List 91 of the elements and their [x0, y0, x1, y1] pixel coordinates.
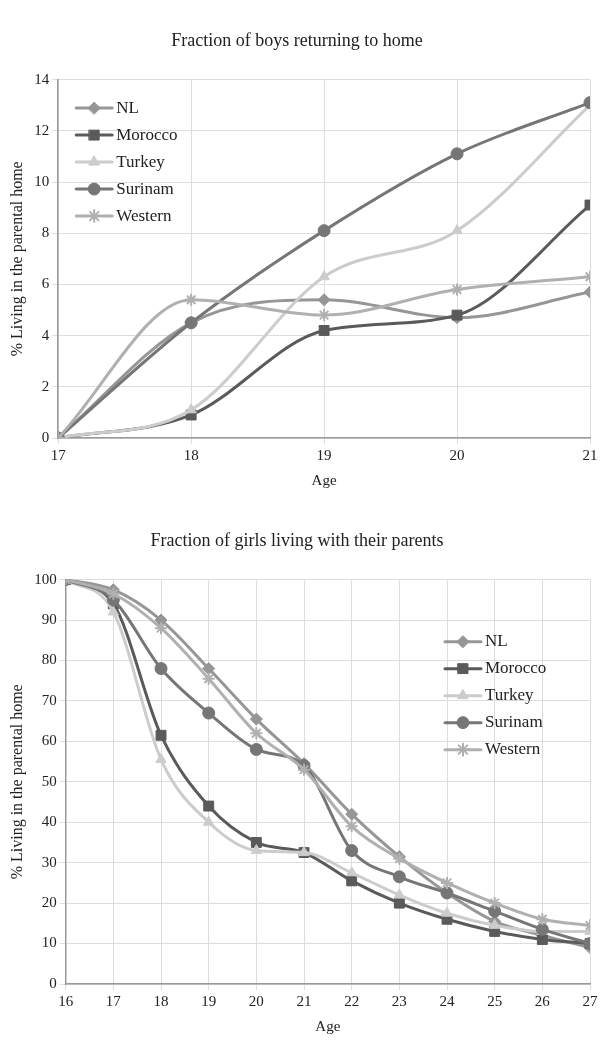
y-tick-label: 4 — [41, 326, 50, 343]
point — [297, 762, 312, 777]
point — [393, 897, 405, 909]
point — [451, 224, 463, 235]
y-tick-label: 12 — [34, 121, 50, 138]
y-tick-label: 10 — [41, 934, 57, 951]
legend-label: Turkey — [485, 685, 534, 705]
point — [203, 800, 215, 812]
legend-label: Western — [116, 205, 172, 225]
legend-label: Western — [485, 739, 541, 759]
chart-title: Fraction of girls living with their parents — [150, 529, 444, 550]
x-tick-label: 23 — [391, 992, 407, 1009]
x-tick-label: 21 — [582, 446, 598, 463]
point — [249, 742, 263, 756]
point — [392, 870, 406, 884]
x-axis-title: Age — [315, 1017, 341, 1034]
x-tick-label: 17 — [105, 992, 122, 1009]
point — [450, 147, 464, 161]
point — [318, 270, 330, 281]
legend-label: Morocco — [485, 658, 547, 678]
point — [154, 662, 168, 676]
legend-label: Surinam — [116, 178, 174, 198]
y-tick-label: 90 — [41, 610, 57, 627]
point — [345, 844, 359, 858]
point — [106, 586, 121, 601]
point — [203, 815, 215, 826]
legend-label: Surinam — [485, 712, 543, 732]
point — [441, 906, 453, 917]
x-tick-label: 18 — [183, 446, 199, 463]
y-tick-label: 10 — [34, 172, 50, 189]
point — [450, 282, 465, 297]
point — [346, 875, 358, 887]
x-tick-label: 25 — [487, 992, 503, 1009]
legend-label: NL — [116, 97, 139, 117]
legend-label: NL — [485, 631, 508, 651]
point — [318, 325, 330, 336]
y-tick-label: 30 — [41, 853, 57, 870]
y-tick-label: 60 — [41, 732, 57, 749]
point — [249, 712, 263, 726]
x-tick-label: 21 — [296, 992, 312, 1009]
point — [250, 837, 262, 848]
x-tick-label: 20 — [449, 446, 465, 463]
point — [317, 293, 331, 307]
y-axis-title: % Living in the parental home — [7, 161, 26, 357]
y-tick-label: 14 — [34, 70, 50, 87]
point — [345, 807, 359, 821]
point — [317, 224, 331, 238]
x-tick-label: 26 — [534, 992, 551, 1009]
x-tick-label: 24 — [439, 992, 456, 1009]
point — [107, 605, 120, 616]
point — [535, 912, 550, 927]
y-tick-label: 70 — [41, 691, 57, 708]
point — [249, 726, 264, 741]
point — [184, 292, 199, 307]
point — [488, 918, 501, 929]
point — [487, 896, 502, 911]
y-tick-label: 0 — [41, 428, 50, 445]
y-tick-label: 6 — [41, 275, 50, 292]
y-tick-label: 40 — [41, 813, 57, 830]
y-axis-title: % Living in the parental home — [7, 684, 26, 880]
x-tick-label: 19 — [316, 446, 332, 463]
point — [155, 729, 167, 741]
y-tick-label: 8 — [41, 224, 50, 241]
x-tick-label: 16 — [58, 992, 74, 1009]
legend-label: Turkey — [116, 151, 166, 171]
x-tick-label: 17 — [50, 446, 67, 463]
x-tick-label: 20 — [248, 992, 264, 1009]
x-tick-label: 18 — [153, 992, 169, 1009]
legend-label: Morocco — [116, 124, 178, 144]
point — [155, 753, 167, 764]
point — [154, 621, 169, 636]
point — [344, 819, 359, 834]
point — [201, 671, 216, 686]
y-tick-label: 0 — [49, 974, 57, 991]
y-tick-label: 100 — [34, 570, 57, 587]
point — [185, 403, 197, 414]
x-tick-label: 22 — [344, 992, 360, 1009]
x-tick-label: 19 — [201, 992, 217, 1009]
point — [451, 309, 463, 321]
x-axis-title: Age — [311, 471, 337, 488]
y-tick-label: 50 — [41, 772, 57, 789]
x-tick-label: 27 — [582, 992, 598, 1009]
y-tick-label: 2 — [41, 377, 50, 394]
y-tick-label: 20 — [41, 894, 57, 911]
y-tick-label: 80 — [41, 651, 57, 668]
point — [440, 875, 455, 890]
point — [202, 706, 216, 720]
point — [345, 866, 358, 877]
point — [202, 662, 216, 676]
point — [250, 844, 263, 855]
chart-title: Fraction of boys returning to home — [171, 29, 423, 50]
